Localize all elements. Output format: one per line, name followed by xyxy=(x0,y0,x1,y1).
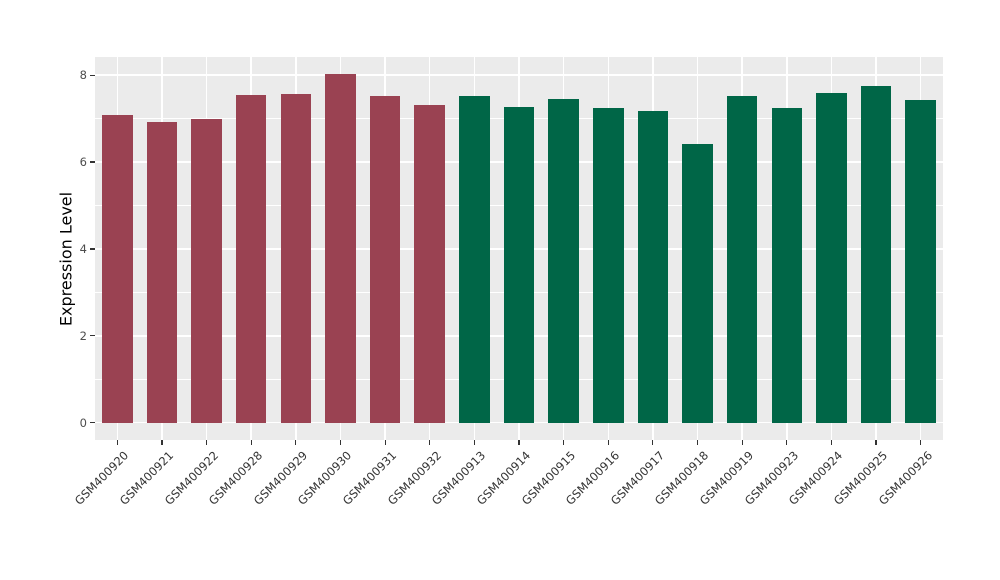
bar-GSM400923 xyxy=(771,108,803,423)
x-tick-mark xyxy=(830,440,832,445)
x-tick-mark xyxy=(295,440,297,445)
x-tick-mark xyxy=(518,440,520,445)
y-tick-mark xyxy=(90,161,95,163)
bar-GSM400920 xyxy=(102,115,133,423)
y-tick-mark xyxy=(90,248,95,250)
bar-GSM400928 xyxy=(235,95,267,423)
x-tick-mark xyxy=(339,440,342,445)
major-gridline xyxy=(95,421,943,424)
x-tick-mark xyxy=(875,440,877,445)
x-tick-mark xyxy=(696,440,699,445)
x-tick-mark xyxy=(473,440,475,445)
x-tick-mark xyxy=(920,440,922,445)
bar-GSM400932 xyxy=(414,105,445,423)
x-tick-mark xyxy=(607,440,609,445)
bar-GSM400929 xyxy=(280,93,312,423)
bar-GSM400919 xyxy=(726,96,758,423)
x-tick-mark xyxy=(563,440,565,445)
x-tick-mark xyxy=(384,440,386,445)
y-tick-label: 4 xyxy=(79,241,87,256)
x-tick-mark xyxy=(429,440,431,445)
bar-GSM400917 xyxy=(637,111,669,423)
bar-GSM400921 xyxy=(146,122,178,423)
bar-GSM400918 xyxy=(682,144,713,423)
x-tick-mark xyxy=(161,440,163,445)
x-tick-mark xyxy=(250,440,252,445)
x-tick-mark xyxy=(116,440,118,445)
bar-GSM400913 xyxy=(459,96,490,423)
bar-GSM400924 xyxy=(816,93,847,423)
y-tick-mark xyxy=(90,335,95,337)
bar-GSM400922 xyxy=(191,118,222,423)
x-tick-mark xyxy=(652,440,654,445)
y-tick-mark xyxy=(90,422,95,424)
y-tick-label: 2 xyxy=(79,328,87,343)
bar-GSM400931 xyxy=(369,95,401,423)
major-gridline xyxy=(95,74,943,76)
y-tick-label: 6 xyxy=(79,155,87,170)
x-tick-mark xyxy=(786,440,788,445)
y-tick-mark xyxy=(90,74,95,76)
x-tick-mark xyxy=(205,440,208,445)
bar-GSM400916 xyxy=(593,108,624,423)
bar-GSM400925 xyxy=(860,85,892,423)
x-tick-mark xyxy=(741,440,743,445)
bar-GSM400915 xyxy=(548,98,579,423)
bar-GSM400914 xyxy=(503,106,535,423)
y-tick-label: 0 xyxy=(79,415,87,430)
bar-GSM400930 xyxy=(325,74,356,423)
y-axis-title: Expression Level xyxy=(56,191,76,327)
bar-GSM400926 xyxy=(905,99,936,423)
y-tick-label: 8 xyxy=(79,68,87,83)
